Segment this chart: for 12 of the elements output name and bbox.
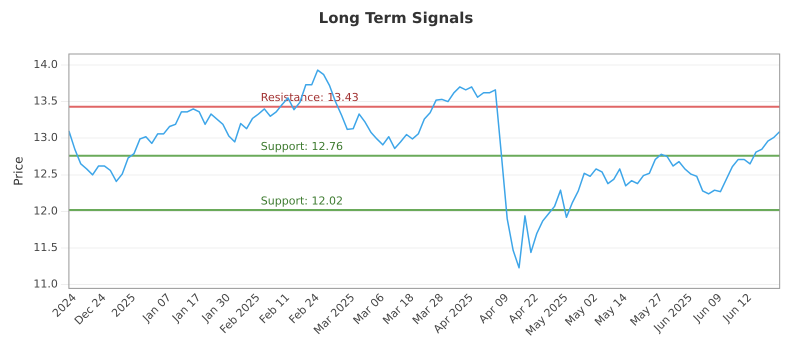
y-tick-label: 11.5 <box>33 240 58 254</box>
y-tick-label: 13.5 <box>33 94 58 108</box>
ref-line-label: Support: 12.76 <box>260 140 343 154</box>
y-tick-label: 11.0 <box>33 278 58 291</box>
y-tick-label: 14.0 <box>33 58 58 71</box>
y-axis-title: Price <box>11 156 26 186</box>
y-tick-label: 12.5 <box>33 168 58 181</box>
ref-line-label: Support: 12.02 <box>260 194 343 208</box>
y-tick-label: 13.0 <box>33 131 58 144</box>
chart-title: Long Term Signals <box>318 8 474 27</box>
y-tick-label: 12.0 <box>33 204 58 218</box>
x-tick-label: Jun 12 <box>720 290 754 326</box>
